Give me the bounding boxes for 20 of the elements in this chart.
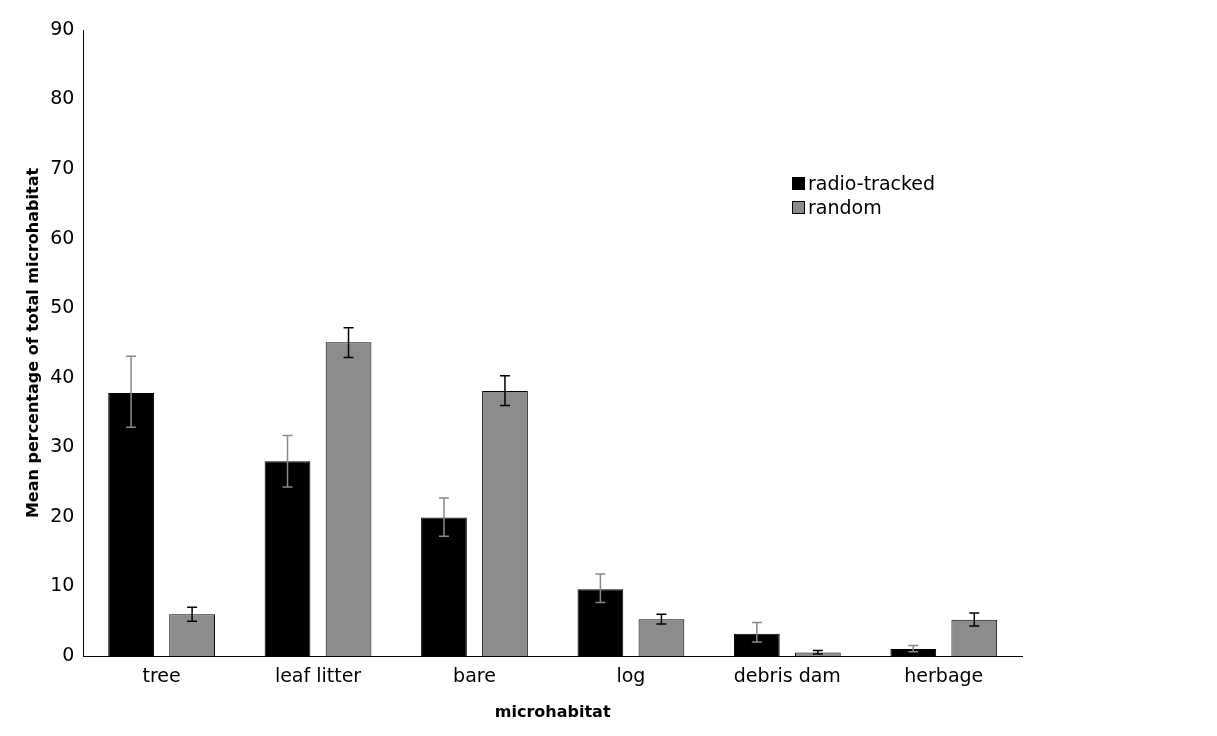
x-tick-label: log — [616, 664, 646, 687]
y-tick-label: 90 — [50, 16, 75, 39]
y-tick-label: 80 — [50, 86, 75, 109]
y-tick-label: 50 — [50, 295, 75, 318]
y-tick-label: 20 — [50, 503, 75, 526]
y-tick-label: 70 — [50, 156, 75, 179]
y-tick-label: 60 — [50, 225, 75, 248]
y-tick-label: 40 — [50, 364, 75, 387]
y-tick-label: 30 — [50, 434, 75, 457]
x-axis-title: microhabitat — [494, 701, 611, 721]
y-tick-label: 10 — [50, 573, 75, 596]
x-tick-label: herbage — [904, 664, 984, 687]
y-axis-title: Mean percentage of total microhabitat — [22, 167, 42, 519]
x-tick-label: bare — [453, 664, 496, 687]
x-tick-label: leaf litter — [274, 664, 362, 687]
x-tick-label: debris dam — [733, 664, 841, 687]
legend-label: random — [808, 196, 882, 218]
x-tick-label: tree — [142, 664, 181, 687]
legend-label: radio-tracked — [808, 172, 936, 194]
y-tick-label: 0 — [62, 642, 75, 665]
